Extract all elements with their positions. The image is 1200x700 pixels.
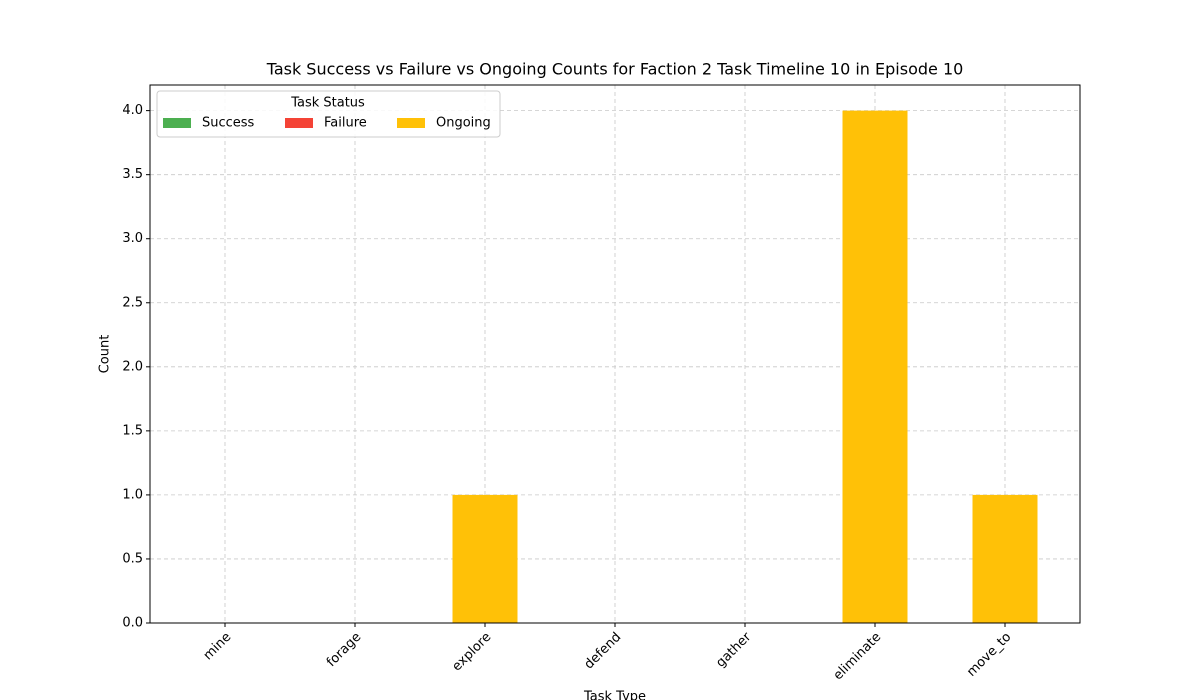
y-tick-label: 0.5 xyxy=(122,551,143,566)
legend-label: Success xyxy=(202,116,255,131)
legend-label: Ongoing xyxy=(436,116,491,131)
legend-title: Task Status xyxy=(290,96,365,111)
plot-frame xyxy=(149,84,1081,624)
legend-label: Failure xyxy=(324,116,367,131)
x-axis-label: Task Type xyxy=(583,690,646,700)
legend: Task Status Success Failure Ongoing xyxy=(156,90,501,138)
y-tick-label: 3.0 xyxy=(122,231,143,246)
y-tick-label: 2.5 xyxy=(122,295,143,310)
legend-swatch xyxy=(163,118,191,128)
legend-swatch xyxy=(285,118,313,128)
bar xyxy=(842,110,908,624)
y-tick-label: 0.0 xyxy=(122,616,143,631)
bar xyxy=(972,494,1038,623)
y-tick-label: 4.0 xyxy=(122,103,143,118)
legend-swatch xyxy=(397,118,425,128)
y-tick-label: 1.0 xyxy=(122,487,143,502)
y-tick-label: 2.0 xyxy=(122,359,143,374)
y-tick-label: 1.5 xyxy=(122,423,143,438)
bar xyxy=(452,494,518,623)
y-tick-label: 3.5 xyxy=(122,167,143,182)
y-axis-label: Count xyxy=(98,335,113,374)
chart-title: Task Success vs Failure vs Ongoing Count… xyxy=(266,60,964,79)
